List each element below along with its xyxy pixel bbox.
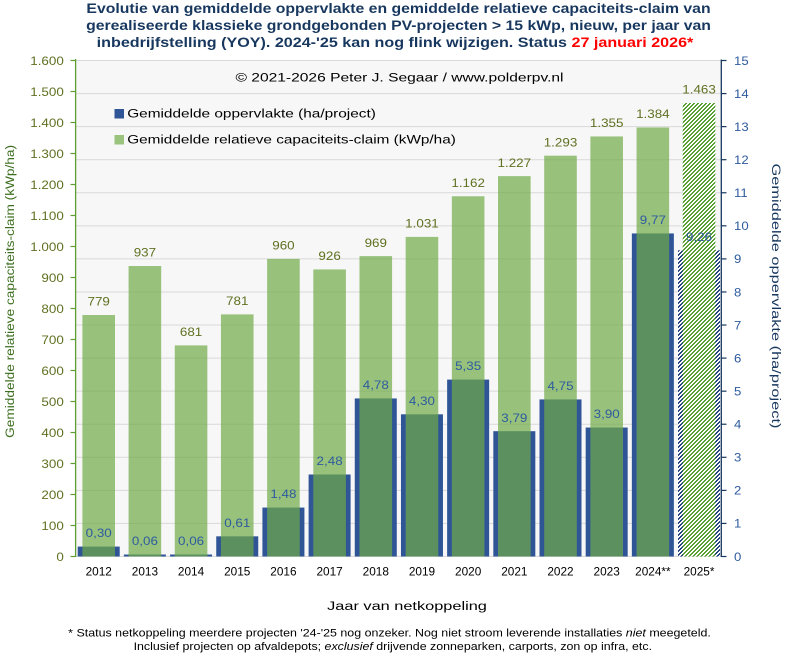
svg-text:10: 10 [734, 220, 749, 233]
svg-text:0,06: 0,06 [178, 534, 204, 548]
svg-text:3,90: 3,90 [594, 407, 620, 421]
svg-text:1.463: 1.463 [682, 82, 716, 96]
svg-text:200: 200 [41, 487, 63, 501]
svg-text:2019: 2019 [409, 564, 435, 578]
svg-text:960: 960 [272, 238, 294, 252]
svg-text:14: 14 [734, 87, 749, 100]
svg-text:inbedrijfstelling (YOY). 2024: inbedrijfstelling (YOY). 2024-'25 kan no… [97, 36, 694, 50]
svg-text:0,30: 0,30 [86, 526, 112, 540]
svg-text:Gemiddelde oppervlakte (ha/pro: Gemiddelde oppervlakte (ha/project) [127, 106, 376, 120]
svg-text:1.031: 1.031 [405, 216, 439, 230]
svg-text:1.600: 1.600 [30, 53, 64, 67]
svg-text:1.227: 1.227 [498, 155, 532, 169]
svg-text:100: 100 [41, 518, 63, 532]
svg-text:800: 800 [41, 301, 63, 315]
svg-text:1.300: 1.300 [30, 146, 64, 160]
svg-text:1.200: 1.200 [30, 177, 64, 191]
svg-text:681: 681 [180, 325, 202, 339]
svg-text:6: 6 [734, 352, 741, 365]
svg-text:12: 12 [734, 153, 749, 166]
svg-text:937: 937 [134, 245, 156, 259]
svg-text:* Status netkoppeling meerdere: * Status netkoppeling meerdere projecten… [68, 626, 711, 639]
svg-text:11: 11 [734, 186, 748, 199]
svg-text:4,78: 4,78 [363, 378, 389, 392]
svg-text:4,75: 4,75 [547, 379, 573, 393]
svg-text:4: 4 [734, 418, 741, 431]
svg-text:600: 600 [41, 363, 63, 377]
svg-text:1.400: 1.400 [30, 115, 64, 129]
svg-text:3,79: 3,79 [501, 410, 527, 424]
svg-text:1.162: 1.162 [451, 176, 485, 190]
svg-text:Inclusief projecten op afvalde: Inclusief projecten op afvaldepots; excl… [134, 640, 652, 653]
svg-text:900: 900 [41, 270, 63, 284]
svg-text:Gemiddelde oppervlakte (ha/p: Gemiddelde oppervlakte (ha/project) [769, 164, 783, 429]
svg-text:2016: 2016 [270, 564, 297, 578]
svg-text:700: 700 [41, 332, 63, 346]
svg-text:1.000: 1.000 [30, 239, 64, 253]
svg-text:5,35: 5,35 [455, 359, 481, 373]
svg-text:Gemiddelde relatieve capacitei: Gemiddelde relatieve capaciteits-claim (… [127, 132, 456, 146]
svg-text:2012: 2012 [86, 564, 112, 578]
svg-text:7: 7 [734, 319, 741, 332]
svg-text:1.500: 1.500 [30, 84, 64, 98]
svg-text:0,06: 0,06 [132, 534, 158, 548]
svg-text:9,26: 9,26 [686, 229, 712, 243]
svg-text:0: 0 [56, 549, 63, 563]
svg-text:gerealiseerde klassieke grondg: gerealiseerde klassieke grondgebonden PV… [86, 19, 711, 34]
svg-text:Evolutie van gemiddelde opperv: Evolutie van gemiddelde oppervlakte en g… [86, 2, 710, 17]
svg-text:926: 926 [318, 249, 340, 263]
svg-text:13: 13 [734, 120, 749, 133]
svg-text:779: 779 [88, 294, 110, 308]
svg-text:781: 781 [226, 294, 248, 308]
svg-text:1: 1 [734, 517, 741, 530]
svg-text:9,77: 9,77 [640, 213, 666, 227]
svg-text:8: 8 [734, 286, 741, 299]
svg-text:2021: 2021 [501, 564, 527, 578]
svg-text:1.384: 1.384 [636, 107, 670, 121]
svg-text:3: 3 [734, 451, 741, 464]
svg-text:1.355: 1.355 [590, 116, 624, 130]
svg-text:1.100: 1.100 [30, 208, 64, 222]
svg-text:0: 0 [734, 550, 741, 563]
svg-text:2015: 2015 [224, 564, 251, 578]
svg-text:Gemiddelde relatieve capacit: Gemiddelde relatieve capaciteits-claim (… [3, 145, 17, 438]
svg-text:300: 300 [41, 456, 63, 470]
svg-text:2022: 2022 [547, 564, 573, 578]
svg-text:400: 400 [41, 425, 63, 439]
svg-text:1.293: 1.293 [544, 135, 578, 149]
svg-text:9: 9 [734, 253, 741, 266]
svg-text:2018: 2018 [363, 564, 390, 578]
svg-text:Jaar van netkoppeling: Jaar van netkoppeling [327, 600, 487, 614]
svg-text:© 2021-2026 Peter J. Segaar /: © 2021-2026 Peter J. Segaar / www.polder… [235, 70, 563, 84]
svg-text:969: 969 [365, 235, 387, 249]
svg-text:4,30: 4,30 [409, 393, 435, 407]
svg-text:15: 15 [734, 54, 749, 67]
svg-text:0,61: 0,61 [224, 516, 250, 530]
svg-text:2024**: 2024** [635, 564, 671, 578]
svg-text:2023: 2023 [594, 564, 621, 578]
svg-text:2014: 2014 [178, 564, 205, 578]
svg-text:2,48: 2,48 [317, 454, 343, 468]
svg-text:5: 5 [734, 385, 741, 398]
svg-text:2020: 2020 [455, 564, 482, 578]
svg-text:2025*: 2025* [684, 564, 715, 578]
svg-text:2017: 2017 [316, 564, 342, 578]
svg-text:1,48: 1,48 [270, 487, 296, 501]
svg-text:500: 500 [41, 394, 63, 408]
svg-text:2: 2 [734, 484, 741, 497]
svg-text:2013: 2013 [132, 564, 159, 578]
